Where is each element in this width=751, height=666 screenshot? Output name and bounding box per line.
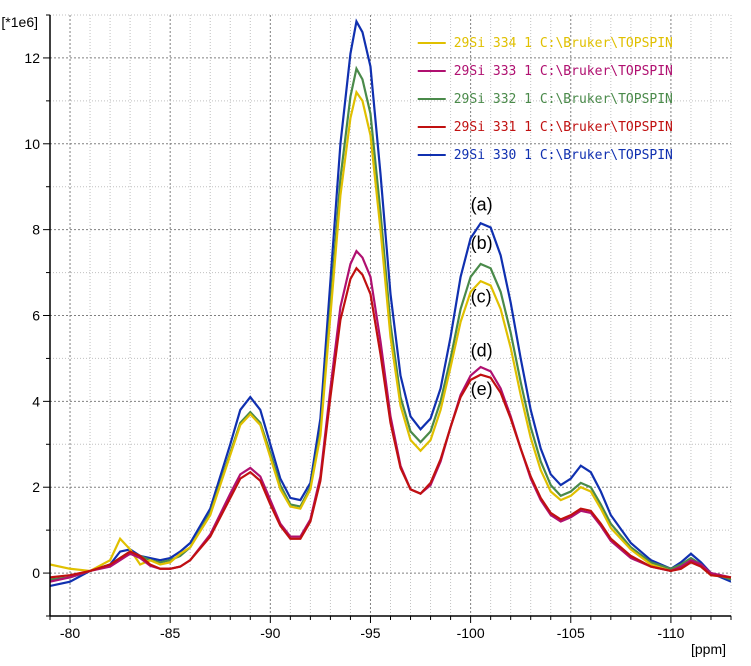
- x-tick-label: -105: [557, 625, 585, 641]
- annotation-label: (b): [471, 233, 493, 253]
- x-tick-label: -85: [160, 625, 180, 641]
- spectrum-b: [50, 69, 731, 580]
- y-tick-label: 8: [32, 222, 40, 238]
- nmr-spectrum-chart: -80 -85 -90 -95 -100 -105 -110 [ppm] 0 2 4 6 8 10 12 [*…: [0, 0, 751, 666]
- y-tick-label: 12: [24, 50, 40, 66]
- y-tick-label: 6: [32, 308, 40, 324]
- y-tick-label: 10: [24, 136, 40, 152]
- x-tick-label: -90: [260, 625, 280, 641]
- annotation-label: (e): [471, 379, 493, 399]
- legend-label: 29Si 334 1 C:\Bruker\TOPSPIN: [454, 36, 673, 51]
- x-tick-label: -80: [60, 625, 80, 641]
- annotation-label: (c): [471, 287, 492, 307]
- x-tick-label: -100: [457, 625, 485, 641]
- x-axis-label: [ppm]: [691, 641, 726, 657]
- chart-svg: -80 -85 -90 -95 -100 -105 -110 [ppm] 0 2 4 6 8 10 12 [*…: [0, 0, 751, 666]
- legend-label: 29Si 333 1 C:\Bruker\TOPSPIN: [454, 64, 673, 79]
- y-tick-label: 2: [32, 479, 40, 495]
- y-tick-label: 0: [32, 565, 40, 581]
- legend-label: 29Si 331 1 C:\Bruker\TOPSPIN: [454, 120, 673, 135]
- annotation-label: (d): [471, 340, 493, 360]
- y-tick-label: 4: [32, 393, 40, 409]
- x-tick-label: -110: [657, 625, 684, 641]
- legend-label: 29Si 330 1 C:\Bruker\TOPSPIN: [454, 148, 673, 163]
- legend-label: 29Si 332 1 C:\Bruker\TOPSPIN: [454, 92, 673, 107]
- annotation-label: (a): [471, 194, 493, 214]
- x-tick-label: -95: [360, 625, 380, 641]
- y-axis-label: [*1e6]: [1, 14, 38, 30]
